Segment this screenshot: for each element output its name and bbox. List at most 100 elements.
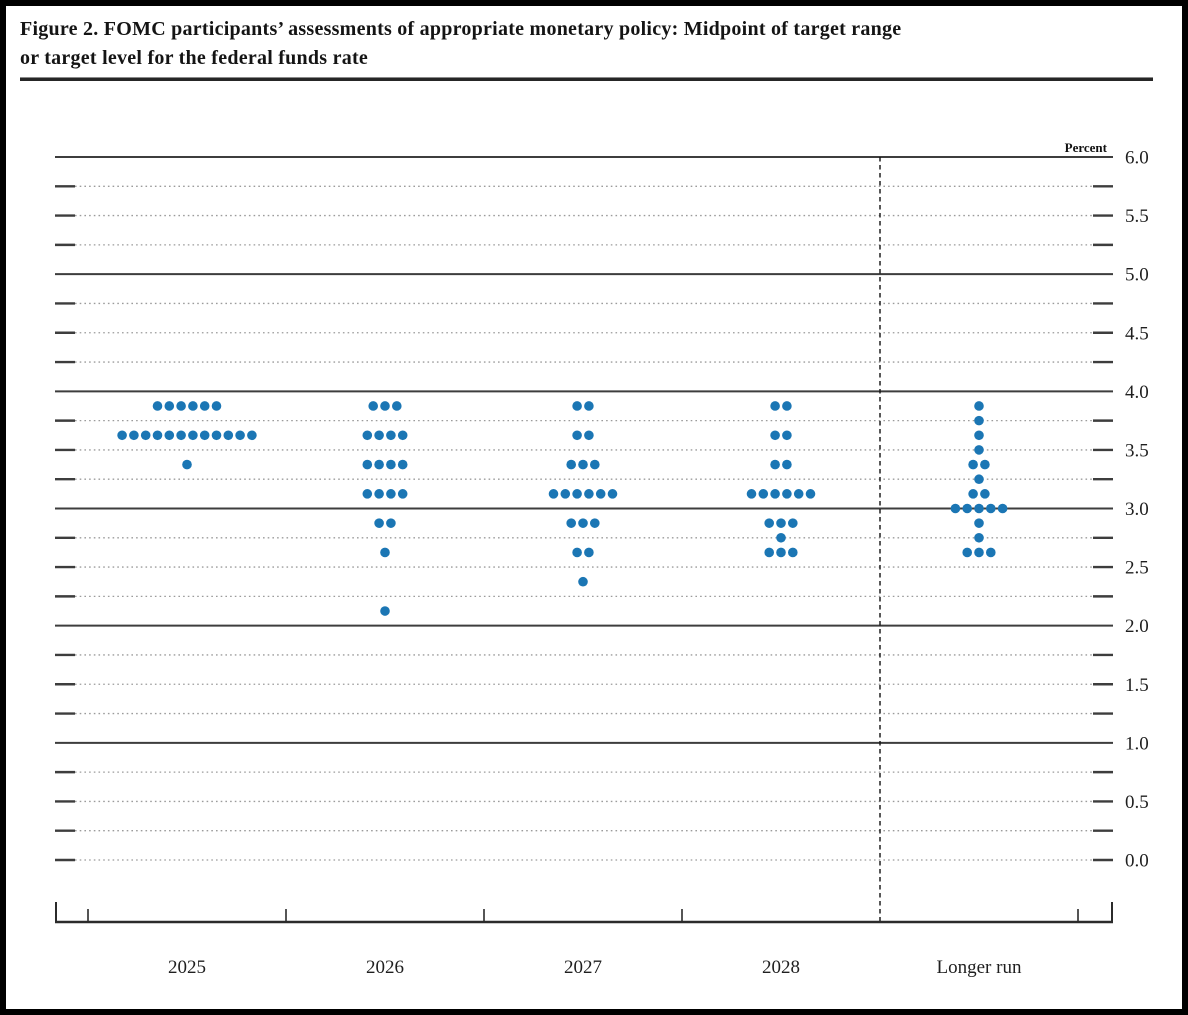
projection-dot — [397, 430, 408, 441]
y-tick-label: 4.0 — [1125, 382, 1149, 403]
x-category-label: 2027 — [564, 957, 602, 978]
projection-dot — [140, 430, 151, 441]
figure-canvas: Figure 2. FOMC participants’ assessments… — [6, 6, 1182, 1009]
projection-dot — [199, 430, 210, 441]
projection-dot — [793, 489, 804, 499]
y-tick-label: 4.5 — [1125, 323, 1149, 344]
projection-dot — [776, 518, 786, 528]
projection-dot — [782, 489, 792, 499]
projection-dot — [770, 401, 780, 411]
projection-dot — [974, 401, 984, 411]
dot-plot-chart: Percent 6.0 5.5 5.0 4.5 4.0 3.5 3.0 2.5 2.0 1.5 1.0… — [55, 140, 1149, 978]
projection-dot — [968, 489, 978, 499]
projection-dot — [368, 401, 379, 411]
projection-dot — [788, 547, 798, 558]
projection-dot — [595, 489, 606, 499]
projection-dot — [782, 401, 792, 411]
projection-dot — [380, 606, 390, 616]
projection-dot — [374, 518, 384, 528]
projection-dot — [397, 489, 408, 499]
projection-dot — [188, 401, 198, 411]
projection-dot — [776, 532, 786, 543]
projection-dot — [607, 489, 618, 499]
projection-dot — [584, 430, 594, 441]
projection-dot — [247, 430, 257, 441]
projection-dot — [211, 430, 222, 441]
projection-dot — [386, 489, 396, 499]
projection-dot — [223, 430, 234, 441]
y-tick-label: 1.5 — [1125, 675, 1149, 696]
y-tick-label: 0.0 — [1125, 851, 1149, 872]
y-tick-label: 3.0 — [1125, 499, 1149, 520]
projection-dot — [386, 459, 396, 470]
projection-dot — [572, 430, 582, 441]
projection-dot — [986, 503, 996, 514]
y-tick-label: 2.5 — [1125, 558, 1149, 579]
projection-dot — [362, 430, 373, 441]
projection-dot — [152, 401, 163, 411]
projection-dot — [199, 401, 210, 411]
projection-dot — [986, 547, 996, 558]
projection-dot — [578, 518, 588, 528]
projection-dot — [235, 430, 245, 441]
projection-dot — [164, 401, 175, 411]
projection-dot — [950, 503, 961, 514]
projection-dot — [788, 518, 798, 528]
projection-dot — [164, 430, 175, 441]
projection-dot — [590, 459, 600, 470]
projection-dot — [974, 547, 984, 558]
projection-dot — [962, 503, 972, 514]
x-category-label: 2026 — [366, 957, 404, 978]
projection-dot — [211, 401, 222, 411]
projection-dot — [584, 489, 594, 499]
projection-dot — [374, 430, 384, 441]
projection-dot — [566, 459, 576, 470]
projection-dot — [770, 489, 780, 499]
projection-dot — [374, 459, 384, 470]
projection-dot — [182, 459, 192, 470]
projection-dot — [572, 401, 582, 411]
projection-dot — [578, 459, 588, 470]
projection-dot — [152, 430, 163, 441]
projection-dot — [188, 430, 198, 441]
projection-dot — [782, 430, 792, 441]
projection-dot — [117, 430, 127, 441]
projection-dot — [386, 430, 396, 441]
projection-dot — [584, 401, 594, 411]
projection-dot — [566, 518, 576, 528]
title-rule — [20, 77, 1153, 81]
projection-dot — [974, 445, 984, 455]
projection-dot — [176, 430, 186, 441]
y-tick-label: 0.5 — [1125, 792, 1149, 813]
y-tick-label: 1.0 — [1125, 733, 1149, 754]
projection-dot — [770, 459, 780, 470]
projection-dot — [962, 547, 972, 558]
x-category-label: Longer run — [937, 957, 1022, 978]
projection-dot — [746, 489, 757, 499]
y-tick-label: 5.5 — [1125, 206, 1149, 227]
projection-dot — [397, 459, 408, 470]
percent-axis-label: Percent — [1065, 140, 1108, 155]
projection-dot — [980, 459, 990, 470]
projection-dot — [129, 430, 139, 441]
projection-dot — [782, 459, 792, 470]
projection-dot — [374, 489, 384, 499]
y-tick-label: 5.0 — [1125, 265, 1149, 286]
y-tick-label: 6.0 — [1125, 148, 1149, 169]
figure-title-line1: Figure 2. FOMC participants’ assessments… — [20, 18, 902, 40]
projection-dot — [392, 401, 402, 411]
projection-dot — [805, 489, 816, 499]
projection-dot — [776, 547, 786, 558]
projection-dot — [974, 430, 984, 441]
projection-dot — [380, 401, 390, 411]
projection-dot — [548, 489, 559, 499]
projection-dot — [362, 459, 373, 470]
figure-title: Figure 2. FOMC participants’ assessments… — [20, 15, 901, 73]
projection-dot — [590, 518, 600, 528]
projection-dot — [578, 576, 588, 587]
projection-dot — [980, 489, 990, 499]
projection-dot — [380, 547, 390, 558]
projection-dot — [362, 489, 373, 499]
y-tick-label: 2.0 — [1125, 616, 1149, 637]
